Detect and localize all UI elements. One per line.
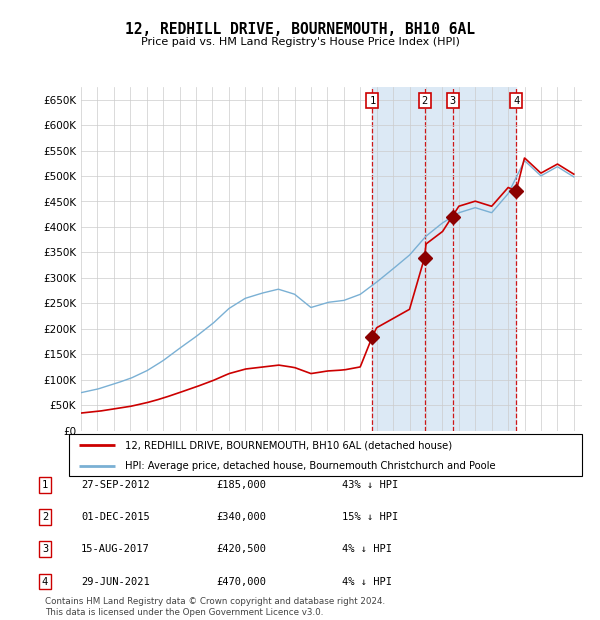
- Bar: [373, 87, 516, 431]
- Text: 4% ↓ HPI: 4% ↓ HPI: [342, 544, 392, 554]
- Text: £470,000: £470,000: [216, 577, 266, 587]
- Text: 2: 2: [42, 512, 48, 522]
- Text: 12, REDHILL DRIVE, BOURNEMOUTH, BH10 6AL (detached house): 12, REDHILL DRIVE, BOURNEMOUTH, BH10 6AL…: [125, 440, 452, 450]
- Text: 1: 1: [42, 480, 48, 490]
- Text: 3: 3: [449, 95, 455, 105]
- Text: 43% ↓ HPI: 43% ↓ HPI: [342, 480, 398, 490]
- Text: £185,000: £185,000: [216, 480, 266, 490]
- Text: 2: 2: [422, 95, 428, 105]
- Text: 4: 4: [513, 95, 519, 105]
- Text: HPI: Average price, detached house, Bournemouth Christchurch and Poole: HPI: Average price, detached house, Bour…: [125, 461, 496, 471]
- Text: 3: 3: [42, 544, 48, 554]
- Text: Price paid vs. HM Land Registry's House Price Index (HPI): Price paid vs. HM Land Registry's House …: [140, 37, 460, 47]
- FancyBboxPatch shape: [69, 434, 582, 476]
- Text: 4: 4: [42, 577, 48, 587]
- Text: £420,500: £420,500: [216, 544, 266, 554]
- Text: 29-JUN-2021: 29-JUN-2021: [81, 577, 150, 587]
- Text: Contains HM Land Registry data © Crown copyright and database right 2024.
This d: Contains HM Land Registry data © Crown c…: [45, 598, 385, 617]
- Text: 15-AUG-2017: 15-AUG-2017: [81, 544, 150, 554]
- Text: 4% ↓ HPI: 4% ↓ HPI: [342, 577, 392, 587]
- Text: 1: 1: [369, 95, 376, 105]
- Text: 27-SEP-2012: 27-SEP-2012: [81, 480, 150, 490]
- Text: 01-DEC-2015: 01-DEC-2015: [81, 512, 150, 522]
- Text: 12, REDHILL DRIVE, BOURNEMOUTH, BH10 6AL: 12, REDHILL DRIVE, BOURNEMOUTH, BH10 6AL: [125, 22, 475, 37]
- Text: 15% ↓ HPI: 15% ↓ HPI: [342, 512, 398, 522]
- Text: £340,000: £340,000: [216, 512, 266, 522]
